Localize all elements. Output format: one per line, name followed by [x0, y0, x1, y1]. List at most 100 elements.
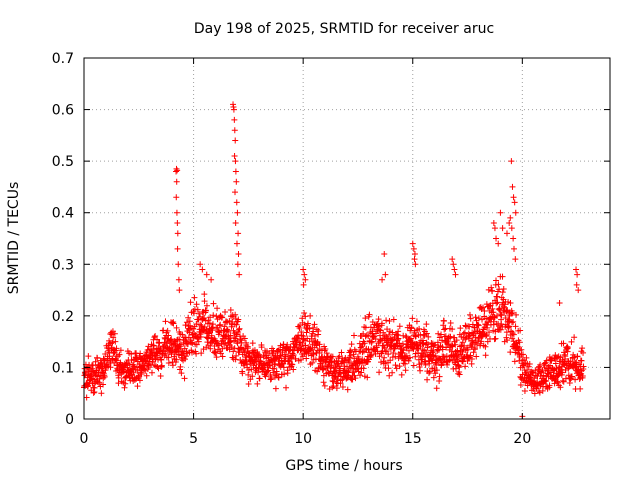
data-point — [311, 332, 318, 339]
data-point — [158, 356, 165, 363]
data-point — [272, 385, 279, 392]
data-point — [241, 335, 248, 342]
data-point — [273, 370, 280, 377]
data-point — [512, 256, 519, 263]
data-point — [116, 351, 123, 358]
data-point — [432, 342, 439, 349]
data-point — [411, 250, 418, 257]
data-point — [245, 371, 252, 378]
data-point — [554, 378, 561, 385]
y-tick-label: 0.1 — [52, 360, 74, 376]
data-point — [304, 320, 311, 327]
data-point — [202, 307, 209, 314]
data-point — [511, 199, 518, 206]
data-point — [433, 385, 440, 392]
data-point — [271, 361, 278, 368]
data-point — [489, 305, 496, 312]
data-point — [137, 369, 144, 376]
data-point — [497, 326, 504, 333]
data-point — [430, 342, 437, 349]
data-point — [281, 371, 288, 378]
y-tick-label: 0 — [65, 412, 74, 428]
data-point — [231, 152, 238, 159]
data-point — [509, 183, 516, 190]
data-point — [409, 315, 416, 322]
data-point — [201, 298, 208, 305]
data-point — [332, 364, 339, 371]
data-point — [275, 374, 282, 381]
data-point — [560, 378, 567, 385]
data-point — [169, 362, 176, 369]
data-point — [492, 335, 499, 342]
data-point — [458, 342, 465, 349]
data-point — [264, 368, 271, 375]
data-point — [474, 321, 481, 328]
data-point — [98, 390, 105, 397]
data-point — [493, 235, 500, 242]
data-point — [227, 332, 234, 339]
data-point — [230, 106, 237, 113]
data-point — [131, 377, 138, 384]
data-point — [245, 381, 252, 388]
data-point — [512, 323, 519, 330]
data-point — [456, 371, 463, 378]
data-point — [282, 353, 289, 360]
data-point — [519, 362, 526, 369]
data-point — [315, 328, 322, 335]
data-point — [320, 379, 327, 386]
data-point — [579, 345, 586, 352]
data-point — [577, 385, 584, 392]
data-point — [454, 357, 461, 364]
data-point — [330, 383, 337, 390]
data-point — [495, 281, 502, 288]
data-point — [450, 261, 457, 268]
data-point — [361, 340, 368, 347]
data-point — [174, 220, 181, 227]
data-point — [284, 341, 291, 348]
data-point — [362, 315, 369, 322]
data-point — [289, 361, 296, 368]
data-point — [280, 341, 287, 348]
data-point — [455, 362, 462, 369]
data-point — [389, 329, 396, 336]
data-point — [85, 382, 92, 389]
data-point — [108, 340, 115, 347]
data-point — [559, 377, 566, 384]
y-axis-ticks: 0 0.1 0.2 0.3 0.4 0.5 0.6 0.7 — [52, 51, 610, 428]
data-point — [300, 266, 307, 273]
data-point — [241, 349, 248, 356]
data-point — [189, 349, 196, 356]
data-point — [352, 375, 359, 382]
data-point — [574, 353, 581, 360]
data-point — [411, 256, 418, 263]
data-point — [409, 240, 416, 247]
data-point — [382, 271, 389, 278]
data-point — [466, 323, 473, 330]
data-point — [283, 384, 290, 391]
data-point — [573, 281, 580, 288]
data-point — [130, 363, 137, 370]
data-point — [183, 319, 190, 326]
data-point — [173, 324, 180, 331]
data-point — [523, 354, 530, 361]
data-point — [130, 369, 137, 376]
data-point — [452, 341, 459, 348]
data-point — [89, 362, 96, 369]
data-point — [256, 375, 263, 382]
data-point — [232, 335, 239, 342]
data-point — [468, 343, 475, 350]
data-point — [303, 355, 310, 362]
data-point — [214, 305, 221, 312]
data-point — [244, 345, 251, 352]
data-point — [579, 372, 586, 379]
data-point — [416, 325, 423, 332]
data-point — [517, 382, 524, 389]
data-point — [103, 362, 110, 369]
data-point — [490, 220, 497, 227]
data-point — [383, 348, 390, 355]
data-point — [510, 235, 517, 242]
data-point — [344, 386, 351, 393]
data-point — [256, 351, 263, 358]
data-point — [209, 327, 216, 334]
data-point — [461, 329, 468, 336]
